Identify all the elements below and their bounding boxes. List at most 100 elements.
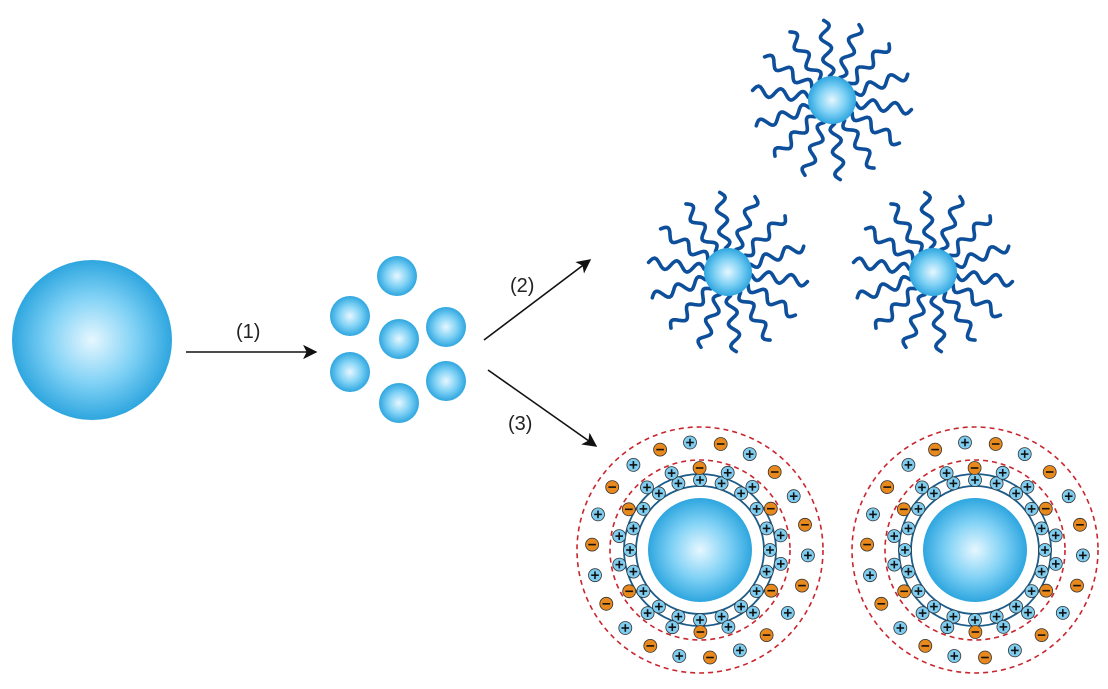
polymer-chain	[854, 98, 914, 116]
positive-ion-icon	[1034, 564, 1049, 579]
positive-ion-icon	[911, 501, 926, 516]
polymer-chain	[841, 118, 876, 170]
positive-ion-icon	[763, 543, 777, 557]
negative-ion-icon	[692, 461, 707, 475]
polymer-chain	[948, 214, 993, 258]
core-particle	[808, 76, 856, 124]
negative-ion-icon	[874, 596, 889, 611]
diffuse-layer-inner-ring	[884, 459, 1066, 641]
positive-ion-icon	[1017, 447, 1032, 462]
positive-ion-icon	[612, 529, 627, 543]
negative-ion-icon	[918, 639, 933, 653]
negative-ion-icon	[643, 639, 658, 653]
negative-ion-icon	[1070, 578, 1084, 593]
polymer-chain	[929, 294, 947, 354]
positive-ion-icon	[1021, 605, 1035, 620]
positive-ion-icon	[1008, 643, 1022, 658]
positive-ion-icon	[863, 568, 877, 583]
polymer-chain	[818, 18, 836, 78]
positive-ion-icon	[995, 465, 1010, 480]
positive-ion-icon	[989, 476, 1004, 491]
negative-ion-icon	[713, 437, 728, 451]
step-2-label: (2)	[510, 275, 534, 297]
polymer-chain	[754, 103, 812, 128]
polymer-chain	[955, 270, 1015, 288]
steric-particle	[646, 190, 810, 354]
polymer-chain	[901, 292, 927, 350]
polymer-chain	[646, 256, 706, 274]
positive-ion-icon	[901, 457, 916, 472]
core-particle	[704, 248, 752, 296]
positive-ion-icon	[749, 584, 764, 598]
step-1-label: (1)	[236, 321, 260, 343]
polymer-chain	[750, 270, 810, 288]
core-particle	[909, 248, 957, 296]
positive-ion-icon	[591, 507, 605, 522]
polymer-chain	[873, 286, 918, 330]
positive-ion-icon	[968, 613, 982, 627]
polymer-chain	[919, 190, 937, 250]
negative-ion-icon	[896, 502, 911, 517]
negative-ion-icon	[621, 502, 636, 517]
positive-ion-icon	[927, 599, 941, 614]
positive-ion-icon	[901, 564, 916, 579]
steric-particle	[851, 190, 1015, 354]
positive-ion-icon	[652, 486, 666, 501]
negative-ion-icon	[599, 596, 614, 611]
positive-ion-icon	[927, 486, 941, 501]
negative-ion-icon	[605, 480, 620, 495]
positive-ion-icon	[693, 473, 707, 487]
negative-ion-icon	[622, 584, 637, 599]
polymer-chain	[762, 53, 814, 89]
positive-ion-icon	[672, 649, 687, 663]
polymer-chain	[650, 275, 708, 300]
polymer-chain	[942, 290, 977, 342]
positive-ion-icon	[1048, 557, 1063, 571]
polymer-chain	[939, 194, 965, 252]
positive-ion-icon	[733, 643, 747, 658]
negative-ion-icon	[653, 442, 667, 457]
positive-ion-icon	[693, 613, 707, 627]
positive-ion-icon	[746, 605, 760, 620]
positive-ion-icon	[636, 501, 651, 516]
positive-ion-icon	[618, 621, 633, 635]
polymer-chain	[850, 111, 902, 147]
positive-ion-icon	[887, 557, 902, 572]
positive-ion-icon	[996, 620, 1011, 634]
polymer-chain	[684, 202, 719, 254]
polymer-chain	[863, 225, 915, 261]
negative-ion-icon	[585, 537, 599, 552]
negative-ion-icon	[1039, 583, 1054, 598]
positive-ion-icon	[745, 479, 760, 494]
positive-ion-icon	[720, 465, 735, 480]
positive-ion-icon	[901, 521, 916, 536]
positive-ion-icon	[714, 476, 729, 491]
small-particle	[379, 383, 419, 423]
positive-ion-icon	[1076, 548, 1090, 563]
positive-ion-icon	[915, 480, 929, 495]
negative-ion-icon	[880, 480, 895, 495]
positive-ion-icon	[968, 473, 982, 487]
positive-ion-icon	[1038, 543, 1052, 557]
polymer-chain	[852, 72, 910, 97]
large-particle	[12, 260, 172, 420]
polymer-chain	[750, 84, 810, 102]
polymer-chain	[788, 30, 823, 82]
polymer-chain	[851, 256, 911, 274]
negative-ion-icon	[1073, 517, 1087, 532]
negative-ion-icon	[795, 578, 809, 593]
positive-ion-icon	[786, 489, 801, 504]
polymer-chain	[724, 294, 742, 354]
positive-ion-icon	[588, 568, 602, 583]
positive-ion-icon	[759, 521, 774, 536]
negative-ion-icon	[759, 628, 774, 642]
small-particle	[426, 307, 466, 347]
positive-ion-icon	[887, 529, 902, 543]
positive-ion-icon	[946, 609, 961, 624]
positive-ion-icon	[801, 548, 815, 563]
positive-ion-icon	[915, 606, 930, 620]
positive-ion-icon	[911, 584, 926, 598]
positive-ion-icon	[734, 486, 748, 501]
positive-ion-icon	[626, 457, 641, 472]
